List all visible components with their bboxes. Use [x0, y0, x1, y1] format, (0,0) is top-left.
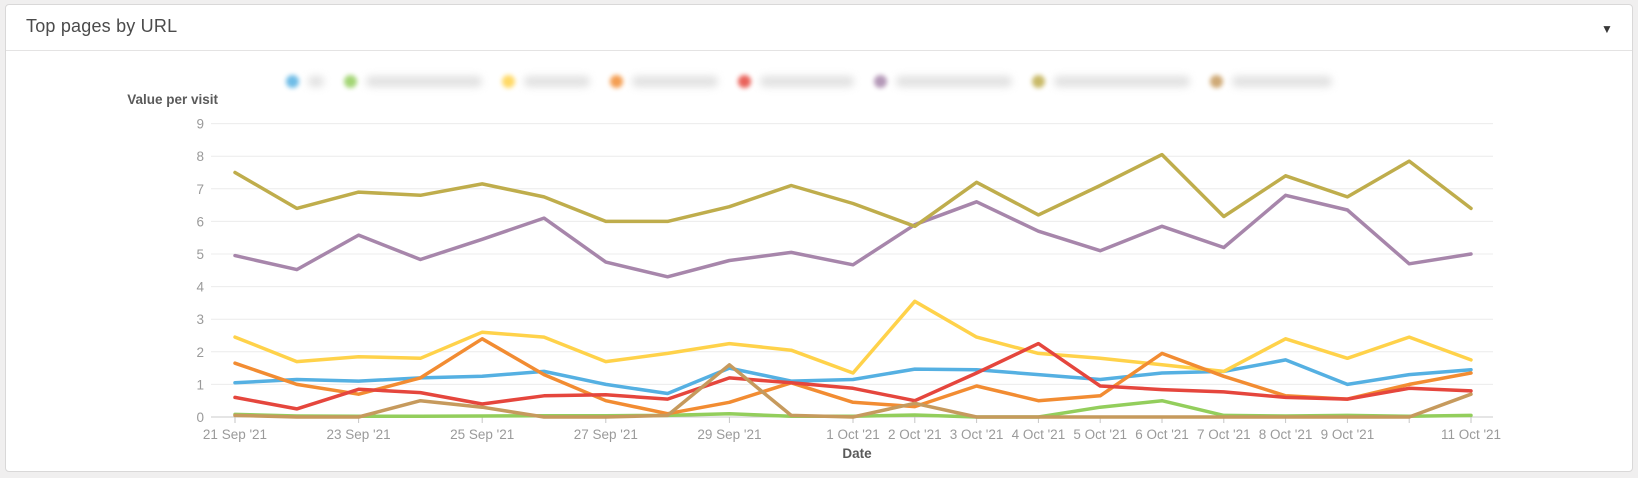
series-6-marker-icon [874, 74, 887, 88]
series-5-marker-icon [738, 74, 751, 88]
legend-item-series-5[interactable] [738, 74, 854, 88]
legend-item-series-3[interactable] [502, 74, 590, 88]
x-tick-label-15: 6 Oct '21 [1135, 427, 1189, 442]
series-8-marker-icon [1210, 74, 1223, 88]
series-5-line[interactable] [233, 341, 1473, 411]
x-tick-label-0: 21 Sep '21 [203, 427, 267, 442]
y-axis-title: Value per visit [127, 92, 218, 107]
series-7-marker-icon [1032, 74, 1045, 88]
series-6-line[interactable] [233, 193, 1473, 279]
series-5-label-redacted [760, 75, 854, 87]
series-4-label-redacted [632, 75, 718, 87]
series-1-label-redacted [308, 75, 324, 87]
x-tick-label-6: 27 Sep '21 [574, 427, 638, 442]
x-tick-label-20: 11 Oct '21 [1441, 427, 1501, 442]
legend-item-series-6[interactable] [874, 74, 1012, 88]
x-tick-label-11: 2 Oct '21 [888, 427, 942, 442]
y-tick-label-0: 0 [196, 410, 204, 425]
legend-item-series-8[interactable] [1210, 74, 1332, 88]
y-tick-label-1: 1 [196, 377, 204, 392]
series-7-label-redacted [1054, 75, 1190, 87]
y-tick-label-5: 5 [196, 247, 204, 262]
widget-header: Top pages by URL ▼ [6, 5, 1632, 51]
series-2-marker-icon [344, 74, 357, 88]
x-tick-label-10: 1 Oct '21 [826, 427, 880, 442]
y-tick-label-3: 3 [196, 312, 204, 327]
series-4-marker-icon [610, 74, 623, 88]
x-tick-label-13: 4 Oct '21 [1012, 427, 1066, 442]
x-tick-label-12: 3 Oct '21 [950, 427, 1004, 442]
series-8-label-redacted [1232, 75, 1332, 87]
top-pages-widget: Top pages by URL ▼ Value per visit Date … [5, 4, 1633, 472]
series-8-line[interactable] [233, 363, 1473, 419]
legend-item-series-2[interactable] [344, 74, 482, 88]
x-tick-label-14: 5 Oct '21 [1073, 427, 1127, 442]
series-3-line[interactable] [233, 299, 1473, 375]
series-1-line[interactable] [233, 358, 1473, 396]
series-4-line[interactable] [233, 337, 1473, 416]
line-chart: 0 1 2 3 4 5 6 7 8 9 21 Sep '21 23 Sep '21 25 Sep '21… [196, 117, 1501, 442]
series-3-marker-icon [502, 74, 515, 88]
x-tick-label-17: 8 Oct '21 [1259, 427, 1313, 442]
x-tick-label-8: 29 Sep '21 [697, 427, 761, 442]
y-tick-label-9: 9 [196, 117, 204, 132]
x-tick-label-16: 7 Oct '21 [1197, 427, 1251, 442]
y-tick-label-4: 4 [196, 280, 204, 295]
x-tick-label-4: 25 Sep '21 [450, 427, 514, 442]
series-6-label-redacted [896, 75, 1012, 87]
x-tick-label-18: 9 Oct '21 [1321, 427, 1375, 442]
widget-title: Top pages by URL [26, 16, 178, 36]
y-tick-label-6: 6 [196, 214, 204, 229]
x-axis-title: Date [842, 446, 872, 461]
y-tick-label-7: 7 [196, 182, 204, 197]
y-tick-label-2: 2 [196, 345, 204, 360]
legend-item-series-7[interactable] [1032, 74, 1190, 88]
collapse-caret-icon[interactable]: ▼ [1601, 22, 1613, 36]
series-3-label-redacted [524, 75, 590, 87]
series-2-label-redacted [366, 75, 482, 87]
legend-item-series-1[interactable] [286, 74, 324, 88]
chart-legend [6, 69, 1632, 93]
legend-item-series-4[interactable] [610, 74, 718, 88]
y-tick-label-8: 8 [196, 149, 204, 164]
x-tick-label-2: 23 Sep '21 [327, 427, 391, 442]
series-7-line[interactable] [233, 152, 1473, 229]
series-1-marker-icon [286, 74, 299, 88]
